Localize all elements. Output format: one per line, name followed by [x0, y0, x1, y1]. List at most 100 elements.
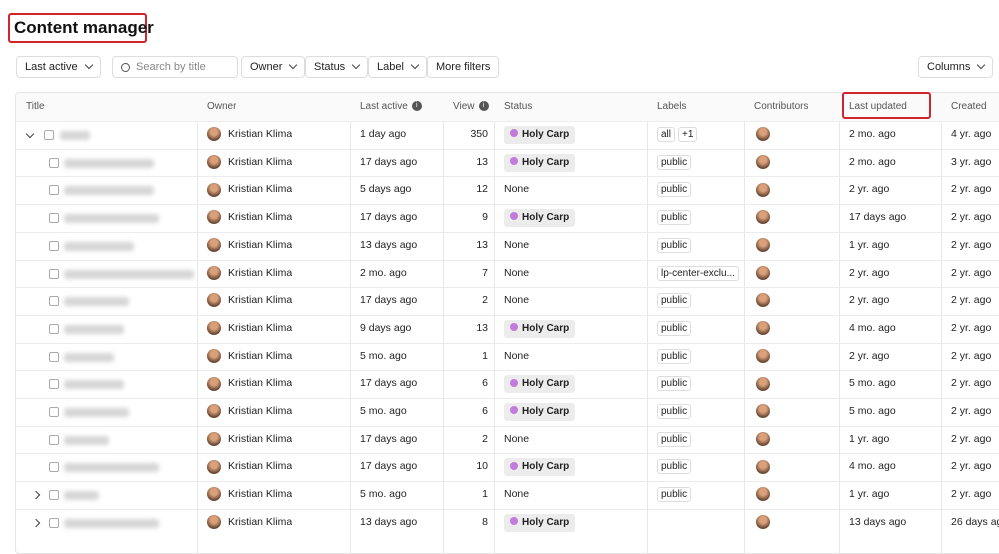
- blurred-title: [64, 463, 159, 473]
- row-checkbox[interactable]: [49, 407, 59, 417]
- status-pill: Holy Carp: [504, 209, 576, 228]
- status-dot: [510, 157, 518, 166]
- owner-cell: Kristian Klima: [207, 426, 292, 454]
- column-header[interactable]: Last updated: [849, 93, 907, 121]
- last-updated: 2 yr. ago: [849, 183, 890, 196]
- label-tag: public: [657, 154, 692, 170]
- chevron-icon: [410, 60, 420, 70]
- status-text: Holy Carp: [522, 461, 570, 473]
- status-text: None: [504, 432, 530, 445]
- row-checkbox[interactable]: [49, 213, 59, 224]
- contributors-cell: [756, 232, 777, 260]
- column-header[interactable]: Title: [26, 93, 45, 121]
- info-icon: i: [478, 101, 489, 112]
- blurred-title: [64, 186, 154, 196]
- header-bg: [16, 93, 999, 121]
- search-input[interactable]: Search by title: [112, 56, 238, 78]
- column-header[interactable]: View i: [453, 93, 489, 121]
- owner-avatar: [207, 376, 221, 391]
- created: 2 yr. ago: [951, 488, 992, 501]
- column-header[interactable]: Owner: [207, 93, 236, 121]
- status-cell: Holy Carp: [504, 204, 576, 232]
- row-checkbox[interactable]: [49, 462, 59, 473]
- label-tag: public: [657, 431, 692, 447]
- labels-cell: lp-center-exclu...: [657, 260, 740, 288]
- row-checkbox[interactable]: [49, 379, 59, 390]
- last-updated: 2 yr. ago: [849, 266, 890, 279]
- owner-avatar: [207, 431, 221, 446]
- status-text: None: [504, 238, 530, 251]
- row-checkbox[interactable]: [49, 323, 59, 334]
- status-dot: [510, 212, 518, 221]
- row-checkbox[interactable]: [49, 434, 59, 445]
- status-cell: Holy Carp: [504, 370, 576, 398]
- columns-button[interactable]: Columns: [918, 56, 994, 78]
- row-checkbox[interactable]: [49, 490, 59, 501]
- chevron-icon: [84, 60, 93, 70]
- filter-button[interactable]: Last active: [16, 56, 101, 78]
- labels-cell: all +1: [657, 121, 740, 149]
- view-count: 8: [482, 515, 488, 528]
- column-header[interactable]: Contributors: [754, 93, 808, 121]
- status-text: Holy Carp: [522, 322, 570, 334]
- label-tag: public: [657, 293, 692, 309]
- created: 2 yr. ago: [951, 432, 992, 445]
- owner-cell: Kristian Klima: [207, 398, 292, 426]
- filter-label: Label: [377, 61, 404, 73]
- owner-cell: Kristian Klima: [207, 370, 292, 398]
- status-pill: Holy Carp: [504, 403, 576, 421]
- owner-name: Kristian Klima: [228, 377, 293, 390]
- column-header[interactable]: Status: [504, 93, 532, 121]
- row-divider: [16, 370, 999, 372]
- filter-button[interactable]: Label: [368, 56, 427, 78]
- header-label: Title: [26, 101, 45, 112]
- header-label: Created: [951, 101, 987, 112]
- expand-chevron[interactable]: [31, 490, 41, 500]
- owner-avatar: [207, 348, 221, 363]
- expand-chevron[interactable]: [31, 518, 41, 528]
- owner-avatar: [207, 515, 221, 530]
- created: 2 yr. ago: [951, 238, 992, 251]
- owner-name: Kristian Klima: [228, 294, 293, 307]
- row-checkbox[interactable]: [49, 517, 59, 528]
- row-checkbox[interactable]: [44, 130, 54, 140]
- info-icon: i: [411, 101, 422, 112]
- column-header[interactable]: Created: [951, 93, 987, 121]
- owner-avatar: [207, 154, 221, 169]
- row-checkbox[interactable]: [49, 351, 59, 362]
- view-count: 2: [482, 432, 488, 445]
- row-checkbox[interactable]: [49, 157, 59, 168]
- filter-button[interactable]: Owner: [241, 56, 306, 78]
- last-updated-highlight: [842, 92, 931, 119]
- status-cell: None: [504, 343, 529, 371]
- label-tag: +1: [678, 127, 698, 142]
- expand-chevron[interactable]: [25, 129, 35, 139]
- contributor-avatar: [756, 487, 770, 502]
- column-header[interactable]: Last active i: [360, 93, 422, 121]
- view-count: 13: [476, 238, 488, 251]
- labels-cell: public: [657, 426, 740, 454]
- created: 2 yr. ago: [951, 321, 992, 334]
- last-active: 17 days ago: [360, 294, 418, 307]
- last-active: 5 mo. ago: [360, 405, 407, 417]
- owner-name: Kristian Klima: [228, 211, 293, 224]
- label-tag: public: [657, 376, 692, 392]
- filter-button[interactable]: Status: [305, 56, 369, 78]
- row-checkbox[interactable]: [49, 268, 59, 279]
- row-checkbox[interactable]: [49, 240, 59, 251]
- column-header[interactable]: Labels: [657, 93, 686, 121]
- label-tag: public: [657, 182, 692, 198]
- created: 2 yr. ago: [951, 211, 992, 224]
- row-checkbox[interactable]: [49, 185, 59, 196]
- owner-name: Kristian Klima: [228, 238, 293, 251]
- column-divider: [350, 93, 351, 553]
- owner-name: Kristian Klima: [228, 321, 293, 334]
- filter-button[interactable]: More filters: [427, 56, 500, 78]
- row-checkbox[interactable]: [49, 296, 59, 307]
- label-tag: public: [657, 404, 692, 419]
- last-active: 17 days ago: [360, 460, 418, 473]
- labels-cell: public: [657, 453, 740, 481]
- header-label: Owner: [207, 101, 237, 112]
- last-active: 1 day ago: [360, 128, 407, 140]
